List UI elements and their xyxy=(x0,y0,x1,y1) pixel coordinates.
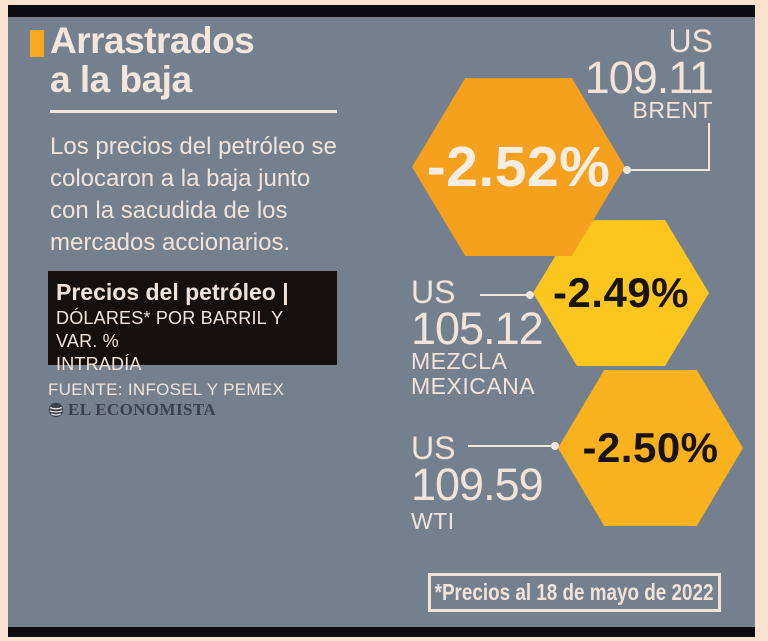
connector-dot-mezcla xyxy=(526,291,534,299)
change-pct-wti: -2.50% xyxy=(582,424,719,471)
connector-vline-brent xyxy=(708,123,710,171)
quote-mezcla-name-line1: MEZCLA xyxy=(411,348,508,374)
quote-brent: US 109.11 BRENT xyxy=(560,23,714,123)
quote-mezcla-mexicana: US 105.12 MEZCLA MEXICANA xyxy=(411,274,544,399)
quote-brent-name: BRENT xyxy=(632,97,713,123)
chart-label-units-line2: INTRADÍA xyxy=(56,354,142,374)
brand-name: EL ECONOMISTA xyxy=(68,400,216,419)
quote-wti: US 109.59 WTI xyxy=(411,430,544,534)
quote-brent-currency: US xyxy=(668,23,713,59)
title-line-1: Arrastrados xyxy=(50,20,255,61)
connector-hline-wti xyxy=(468,445,552,447)
top-border-bar xyxy=(8,5,755,17)
quote-brent-price: 109.11 xyxy=(584,52,714,103)
intro-line: mercados accionarios. xyxy=(50,229,291,256)
chart-label-title: Precios del petróleo | xyxy=(56,279,289,305)
quote-mezcla-price: 105.12 xyxy=(411,303,544,354)
intro-line: con la sacudida de los xyxy=(50,197,288,224)
change-pct-mezcla: -2.49% xyxy=(552,269,690,316)
title-bullet-marker xyxy=(30,30,44,57)
quote-wti-price: 109.59 xyxy=(411,459,544,510)
globe-icon xyxy=(48,402,64,418)
footnote-text: *Precios al 18 de mayo de 2022 xyxy=(435,579,714,605)
title-underline xyxy=(50,110,337,113)
change-pct-brent: -2.52% xyxy=(426,135,611,199)
quote-wti-name: WTI xyxy=(411,508,455,534)
intro-line: colocaron a la baja junto xyxy=(50,165,311,192)
connector-hline-brent xyxy=(629,169,710,171)
chart-label-units-line1: DÓLARES* POR BARRIL Y VAR. % xyxy=(56,308,283,351)
connector-hline-mezcla xyxy=(480,294,527,296)
chart-label-box: Precios del petróleo | DÓLARES* POR BARR… xyxy=(48,271,337,374)
intro-text: Los precios del petróleo se colocaron a … xyxy=(50,131,337,259)
quote-mezcla-name-line2: MEXICANA xyxy=(411,373,536,399)
page-title: Arrastrados a la baja xyxy=(50,20,255,100)
source-text: FUENTE: INFOSEL Y PEMEX xyxy=(48,380,285,399)
footnote-box: *Precios al 18 de mayo de 2022 xyxy=(428,573,721,612)
connector-dot-brent xyxy=(623,166,631,174)
quote-wti-currency: US xyxy=(411,430,456,466)
brand-logo: EL ECONOMISTA xyxy=(48,400,216,420)
bottom-border-bar xyxy=(8,627,755,637)
title-line-2: a la baja xyxy=(50,59,192,100)
connector-dot-wti xyxy=(551,442,559,450)
quote-mezcla-currency: US xyxy=(411,274,456,310)
intro-line: Los precios del petróleo se xyxy=(50,133,337,160)
